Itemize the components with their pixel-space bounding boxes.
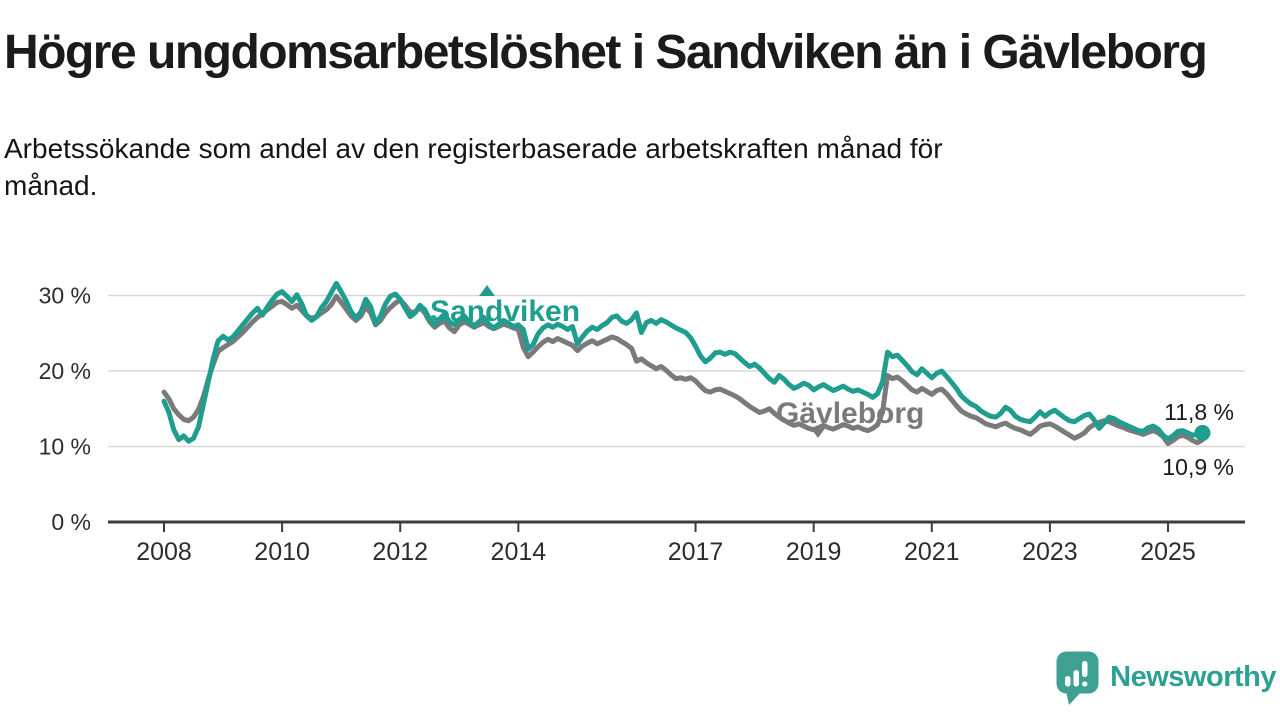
logo-bubble-tail — [1066, 691, 1083, 705]
page-subtitle-line1: Arbetssökande som andel av den registerb… — [4, 133, 943, 164]
x-tick-label: 2019 — [786, 538, 842, 566]
x-tick-label: 2017 — [668, 538, 724, 566]
x-tick-label: 2014 — [491, 538, 547, 566]
page-subtitle: Arbetssökande som andel av den registerb… — [4, 130, 1224, 204]
x-tick-label: 2023 — [1022, 538, 1078, 566]
newsworthy-logo-icon — [1056, 651, 1099, 705]
logo-exclamation-dot — [1082, 681, 1088, 687]
gavleborg-pointer-icon — [810, 427, 826, 438]
x-tick-label: 2010 — [254, 538, 310, 566]
series-line-0 — [161, 280, 1205, 444]
series-label-gavleborg: Gävleborg — [776, 397, 925, 430]
logo-bar-small — [1065, 676, 1071, 687]
end-value-label-sandviken: 11,8 % — [1164, 399, 1234, 425]
newsworthy-brand-text: Newsworthy — [1110, 661, 1276, 693]
x-tick-label: 2025 — [1140, 538, 1196, 566]
series-end-dot — [1194, 424, 1211, 441]
x-tick-label: 2021 — [904, 538, 960, 566]
series-label-sandviken: Sandviken — [430, 295, 581, 328]
x-tick-label: 2012 — [372, 538, 428, 566]
logo-exclamation-bar — [1082, 661, 1088, 677]
logo-bar-medium — [1073, 670, 1080, 687]
x-tick-label: 2008 — [136, 538, 192, 566]
y-tick-label: 30 % — [39, 283, 91, 309]
series-line-1 — [161, 293, 1205, 446]
y-tick-label: 20 % — [39, 358, 91, 384]
y-tick-label: 0 % — [51, 509, 91, 535]
end-value-label-gavleborg: 10,9 % — [1162, 454, 1234, 480]
page-subtitle-line2: månad. — [4, 170, 98, 201]
y-tick-label: 10 % — [39, 434, 91, 460]
sandviken-pointer-icon — [479, 285, 495, 296]
page-title: Högre ungdomsarbetslöshet i Sandviken än… — [4, 26, 1208, 79]
newsworthy-logo: Newsworthy — [1055, 650, 1276, 705]
